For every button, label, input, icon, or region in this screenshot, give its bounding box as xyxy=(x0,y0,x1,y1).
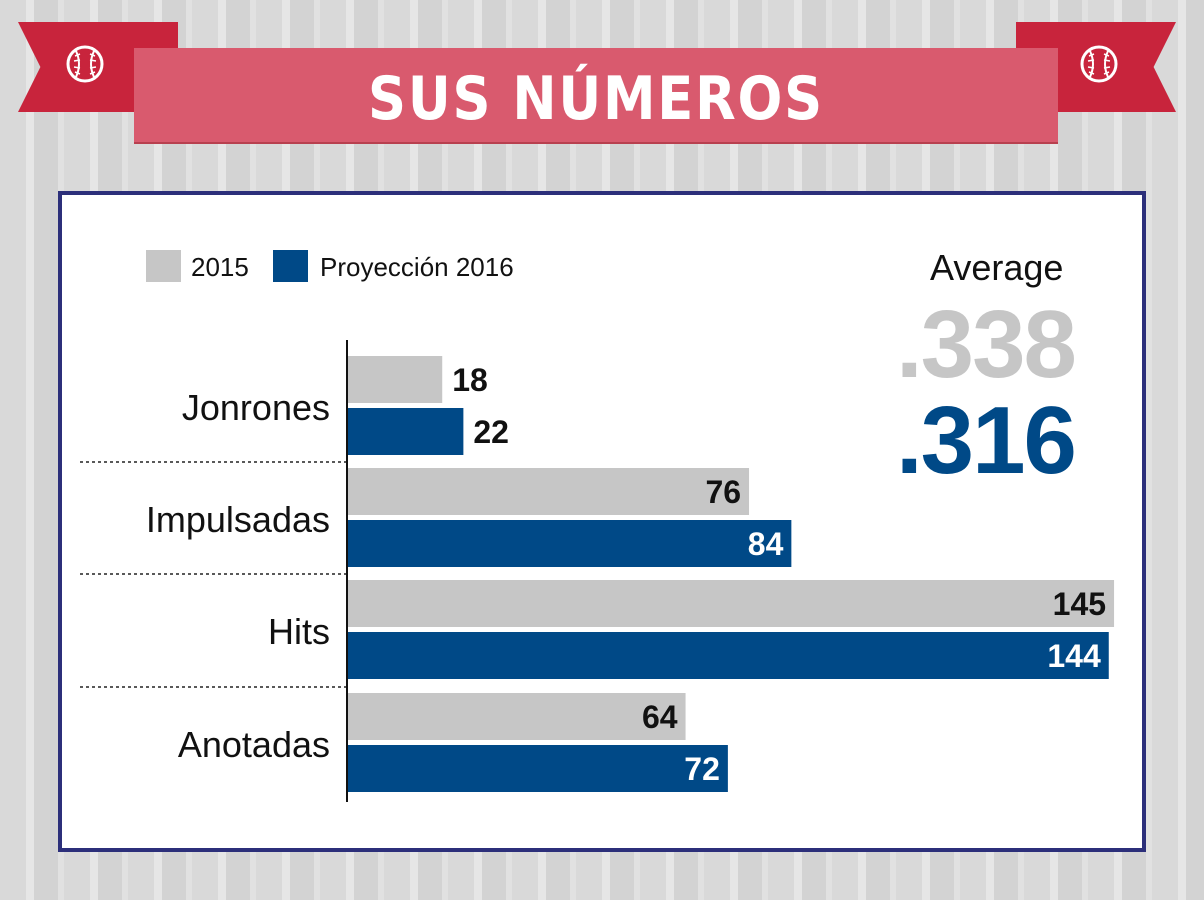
average-value-2016: .316 xyxy=(896,387,1077,494)
bar-value-label: 22 xyxy=(473,414,509,450)
category-label: Anotadas xyxy=(178,724,330,765)
title-banner: SUS NÚMEROS xyxy=(134,48,1058,142)
bar-value-label: 145 xyxy=(1053,586,1106,622)
legend-label-2015: 2015 xyxy=(191,252,249,282)
bar-2015 xyxy=(347,468,750,515)
bar-value-label: 64 xyxy=(642,699,678,735)
bar-2015 xyxy=(347,356,443,403)
baseball-icon xyxy=(66,45,104,83)
legend-swatch-2016 xyxy=(273,250,308,282)
page-title: SUS NÚMEROS xyxy=(368,64,824,134)
legend-swatch-2015 xyxy=(146,250,181,282)
category-label: Impulsadas xyxy=(146,499,330,540)
bar-2015 xyxy=(347,580,1115,627)
bar-2015 xyxy=(347,693,686,740)
bar-value-label: 144 xyxy=(1047,638,1101,674)
bar-2016 xyxy=(347,745,728,792)
average-value-2015: .338 xyxy=(896,291,1077,398)
bar-value-label: 76 xyxy=(705,474,741,510)
category-label: Hits xyxy=(268,611,330,652)
bar-value-label: 18 xyxy=(452,362,488,398)
bar-2016 xyxy=(347,632,1109,679)
legend-label-2016: Proyección 2016 xyxy=(320,252,514,282)
average-label: Average xyxy=(930,247,1064,288)
baseball-icon xyxy=(1080,45,1118,83)
bar-value-label: 72 xyxy=(684,751,720,787)
bar-2016 xyxy=(347,520,792,567)
category-label: Jonrones xyxy=(182,387,330,428)
bar-2016 xyxy=(347,408,464,455)
bar-value-label: 84 xyxy=(748,526,784,562)
